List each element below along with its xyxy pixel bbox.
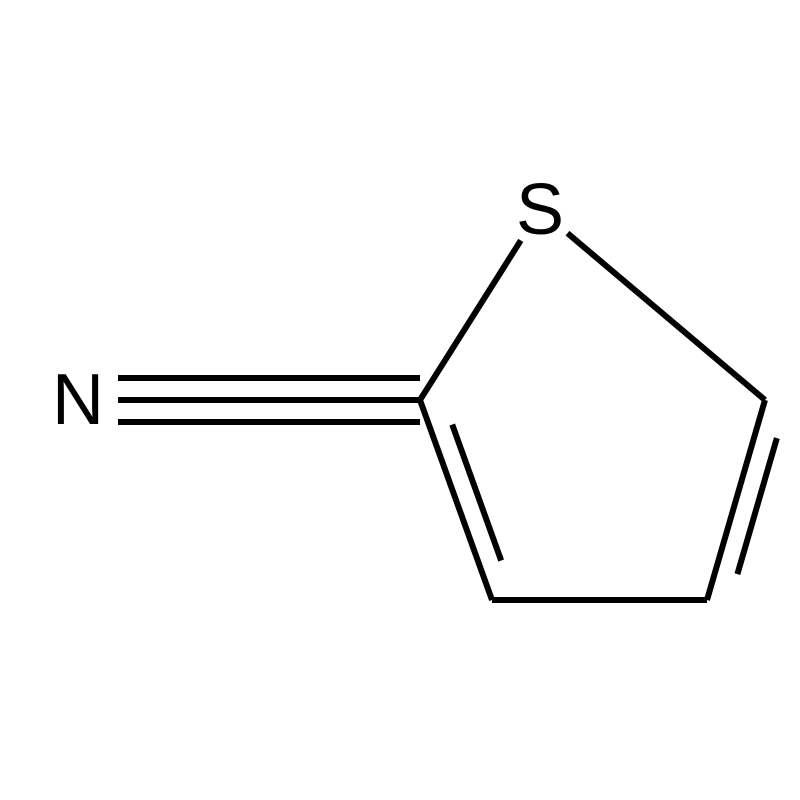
bond-c1-c2-b (452, 425, 501, 561)
bond-c3-c4-b (737, 438, 776, 574)
molecule-canvas: NS (0, 0, 800, 800)
atom-label-n: N (52, 360, 104, 440)
bond-s-c4 (568, 233, 765, 400)
bond-s-c1 (420, 240, 521, 400)
atom-label-s: S (516, 170, 564, 250)
